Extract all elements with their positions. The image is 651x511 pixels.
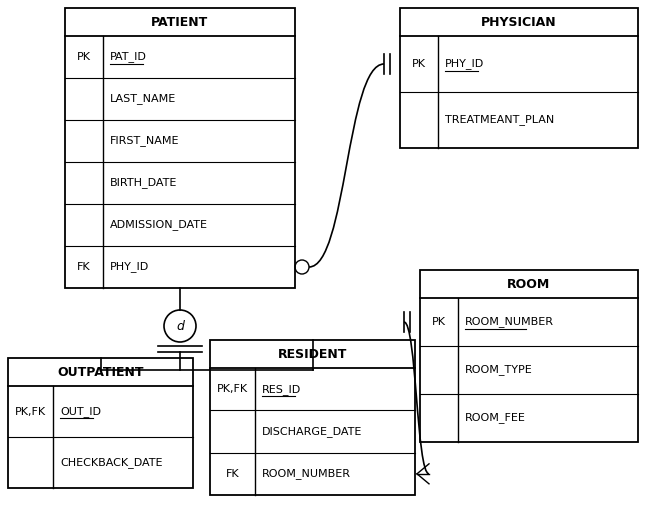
Text: RES_ID: RES_ID xyxy=(262,384,301,394)
Text: PAT_ID: PAT_ID xyxy=(110,52,147,62)
Text: TREATMEANT_PLAN: TREATMEANT_PLAN xyxy=(445,114,554,126)
Text: RESIDENT: RESIDENT xyxy=(278,347,347,360)
Text: OUT_ID: OUT_ID xyxy=(60,406,101,417)
Text: PK: PK xyxy=(77,52,91,62)
Text: LAST_NAME: LAST_NAME xyxy=(110,94,176,104)
Bar xyxy=(210,340,415,495)
Text: DISCHARGE_DATE: DISCHARGE_DATE xyxy=(262,426,363,437)
Text: OUTPATIENT: OUTPATIENT xyxy=(57,365,144,379)
Text: ROOM_TYPE: ROOM_TYPE xyxy=(465,364,533,376)
Text: ROOM_NUMBER: ROOM_NUMBER xyxy=(262,469,351,479)
Text: d: d xyxy=(176,319,184,333)
Text: PK: PK xyxy=(432,317,446,327)
Text: ROOM_NUMBER: ROOM_NUMBER xyxy=(465,316,554,328)
Text: PATIENT: PATIENT xyxy=(152,15,208,29)
Text: ADMISSION_DATE: ADMISSION_DATE xyxy=(110,220,208,230)
Text: ROOM_FEE: ROOM_FEE xyxy=(465,412,526,424)
Bar xyxy=(65,8,295,288)
Text: PK: PK xyxy=(412,59,426,69)
Text: FK: FK xyxy=(77,262,90,272)
Bar xyxy=(400,8,638,148)
Text: FK: FK xyxy=(226,469,240,479)
Bar xyxy=(8,358,193,488)
Text: PHYSICIAN: PHYSICIAN xyxy=(481,15,557,29)
Text: PHY_ID: PHY_ID xyxy=(110,262,149,272)
Text: PK,FK: PK,FK xyxy=(15,406,46,416)
Text: FIRST_NAME: FIRST_NAME xyxy=(110,135,180,147)
Text: BIRTH_DATE: BIRTH_DATE xyxy=(110,177,177,189)
Text: PHY_ID: PHY_ID xyxy=(445,59,484,69)
Text: ROOM: ROOM xyxy=(507,277,551,290)
Text: CHECKBACK_DATE: CHECKBACK_DATE xyxy=(60,457,163,468)
Text: PK,FK: PK,FK xyxy=(217,384,248,394)
Bar xyxy=(420,270,638,442)
